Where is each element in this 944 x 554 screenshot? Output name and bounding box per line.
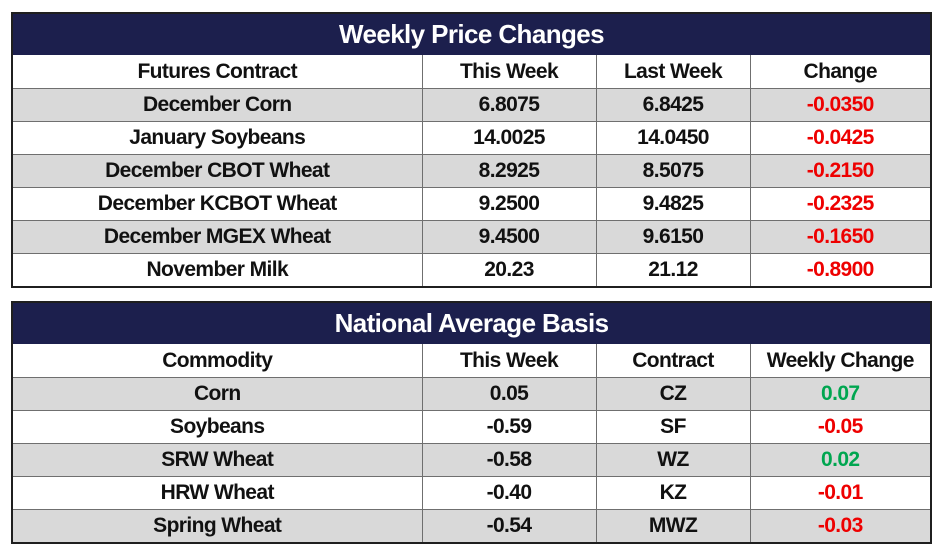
contract-cell: KZ [595,476,751,510]
national-average-basis-table: National Average Basis Commodity This We… [11,301,933,544]
last-week-cell: 9.4825 [595,187,751,221]
weekly-change-cell: -0.01 [749,476,932,510]
this-week-cell: -0.54 [421,509,597,544]
column-header-last-week: Last Week [595,54,751,89]
column-header-contract: Contract [595,343,751,378]
last-week-cell: 14.0450 [595,121,751,155]
weekly-price-changes-title: Weekly Price Changes [11,12,932,55]
table-row: December KCBOT Wheat 9.2500 9.4825 -0.23… [11,187,932,221]
table-row: HRW Wheat -0.40 KZ -0.01 [11,476,932,510]
contract-cell: January Soybeans [11,121,423,155]
table-row: December Corn 6.8075 6.8425 -0.0350 [11,88,932,122]
contract-cell: December Corn [11,88,423,122]
table-row: December MGEX Wheat 9.4500 9.6150 -0.165… [11,220,932,254]
this-week-cell: -0.59 [421,410,597,444]
weekly-price-changes-table: Weekly Price Changes Futures Contract Th… [11,12,932,288]
last-week-cell: 9.6150 [595,220,751,254]
column-header-commodity: Commodity [11,343,423,378]
change-cell: -0.2325 [749,187,932,221]
contract-cell: December CBOT Wheat [11,154,423,188]
contract-cell: December KCBOT Wheat [11,187,423,221]
table-row: SRW Wheat -0.58 WZ 0.02 [11,443,932,477]
change-cell: -0.0425 [749,121,932,155]
table-row: Soybeans -0.59 SF -0.05 [11,410,932,444]
contract-cell: MWZ [595,509,751,544]
table-row: January Soybeans 14.0025 14.0450 -0.0425 [11,121,932,155]
table-row: Spring Wheat -0.54 MWZ -0.03 [11,509,932,544]
contract-cell: SF [595,410,751,444]
last-week-cell: 21.12 [595,253,751,288]
table-row: Corn 0.05 CZ 0.07 [11,377,932,411]
change-cell: -0.2150 [749,154,932,188]
weekly-change-cell: -0.05 [749,410,932,444]
weekly-change-cell: 0.02 [749,443,932,477]
this-week-cell: 9.4500 [421,220,597,254]
column-header-change: Change [749,54,932,89]
weekly-change-cell: -0.03 [749,509,932,544]
table-row: November Milk 20.23 21.12 -0.8900 [11,253,932,288]
last-week-cell: 8.5075 [595,154,751,188]
commodity-cell: Spring Wheat [11,509,423,544]
commodity-cell: HRW Wheat [11,476,423,510]
contract-cell: CZ [595,377,751,411]
this-week-cell: 6.8075 [421,88,597,122]
this-week-cell: 8.2925 [421,154,597,188]
change-cell: -0.8900 [749,253,932,288]
table-row: December CBOT Wheat 8.2925 8.5075 -0.215… [11,154,932,188]
column-header-weekly-change: Weekly Change [749,343,932,378]
this-week-cell: -0.58 [421,443,597,477]
table-header-row: Commodity This Week Contract Weekly Chan… [11,343,932,378]
change-cell: -0.0350 [749,88,932,122]
column-header-futures-contract: Futures Contract [11,54,423,89]
contract-cell: November Milk [11,253,423,288]
this-week-cell: 20.23 [421,253,597,288]
column-header-this-week: This Week [421,54,597,89]
national-average-basis-title: National Average Basis [11,301,932,344]
commodity-cell: SRW Wheat [11,443,423,477]
last-week-cell: 6.8425 [595,88,751,122]
table-header-row: Futures Contract This Week Last Week Cha… [11,54,932,89]
commodity-cell: Soybeans [11,410,423,444]
this-week-cell: 14.0025 [421,121,597,155]
change-cell: -0.1650 [749,220,932,254]
commodity-cell: Corn [11,377,423,411]
this-week-cell: -0.40 [421,476,597,510]
weekly-change-cell: 0.07 [749,377,932,411]
column-header-this-week: This Week [421,343,597,378]
this-week-cell: 0.05 [421,377,597,411]
contract-cell: December MGEX Wheat [11,220,423,254]
contract-cell: WZ [595,443,751,477]
this-week-cell: 9.2500 [421,187,597,221]
